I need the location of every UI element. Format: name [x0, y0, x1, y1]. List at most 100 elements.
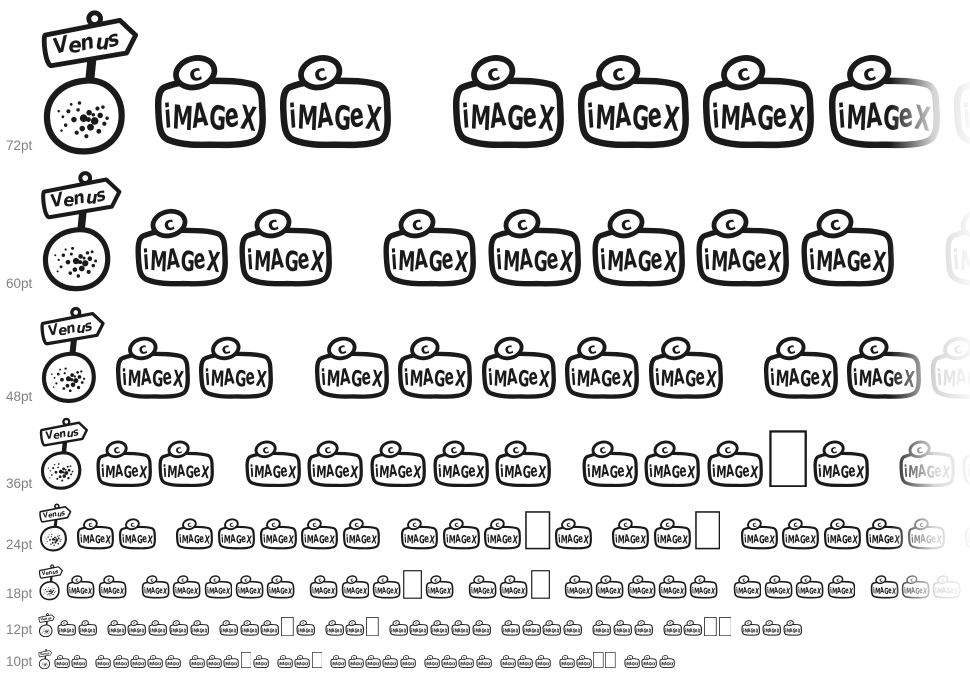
- svg-text:iMAGeX: iMAGeX: [785, 532, 818, 546]
- copyright-mark-icon: c: [600, 575, 612, 585]
- imagex-badge-glyph: iMAGeX c: [217, 518, 255, 550]
- svg-text:iMAGeX: iMAGeX: [711, 461, 760, 482]
- svg-text:c: c: [228, 655, 231, 659]
- copyright-mark-icon: c: [82, 518, 98, 531]
- svg-text:c: c: [76, 655, 79, 659]
- svg-text:c: c: [878, 578, 883, 585]
- svg-text:c: c: [75, 578, 80, 585]
- svg-text:iMAGeX: iMAGeX: [784, 628, 800, 635]
- space-gap: [89, 668, 94, 669]
- copyright-mark-icon: c: [644, 655, 651, 660]
- missing-glyph-box: [366, 616, 379, 636]
- imagex-badge-glyph: iMAGeX c: [694, 208, 790, 287]
- svg-text:c: c: [539, 655, 542, 659]
- imagex-badge-glyph: iMAGeX c: [576, 655, 592, 668]
- imagex-badge-glyph: iMAGeX c: [169, 620, 189, 636]
- svg-text:iMAGeX: iMAGeX: [487, 532, 520, 546]
- imagex-badge-glyph: iMAGeX c: [71, 655, 87, 668]
- copyright-mark-icon: c: [470, 54, 516, 91]
- glyph-run: Venus iMAGeX c: [38, 648, 970, 669]
- svg-text:iMAGeX: iMAGeX: [817, 461, 866, 482]
- svg-text:iMAGeX: iMAGeX: [502, 628, 518, 635]
- size-label: 48pt: [6, 388, 33, 404]
- waterfall-row-10pt: 10pt Venus: [0, 645, 970, 669]
- svg-text:iMAGeX: iMAGeX: [143, 585, 168, 596]
- space-gap: [874, 490, 893, 491]
- missing-glyph-box: [281, 616, 294, 636]
- svg-text:c: c: [747, 621, 750, 625]
- imagex-badge-glyph: iMAGeX c: [294, 655, 311, 668]
- imagex-badge-glyph: iMAGeX c: [964, 518, 970, 550]
- copyright-mark-icon: c: [333, 655, 340, 660]
- imagex-badge-glyph: iMAGeX c: [396, 336, 473, 400]
- svg-text:iMAGeX: iMAGeX: [326, 628, 342, 635]
- svg-text:iMAGeX: iMAGeX: [519, 661, 533, 668]
- svg-text:c: c: [212, 578, 217, 585]
- svg-text:c: c: [527, 621, 530, 625]
- copyright-mark-icon: c: [105, 440, 128, 459]
- svg-text:c: c: [788, 621, 791, 625]
- copyright-mark-icon: c: [127, 337, 158, 361]
- svg-text:c: c: [503, 341, 515, 359]
- svg-text:c: c: [751, 520, 757, 530]
- imagex-badge-glyph: iMAGeX c: [66, 575, 95, 599]
- copyright-mark-icon: c: [326, 337, 357, 361]
- copyright-mark-icon: c: [150, 655, 157, 660]
- svg-text:c: c: [481, 655, 484, 659]
- copyright-mark-icon: c: [172, 54, 218, 91]
- svg-text:iMAGeX: iMAGeX: [594, 628, 610, 635]
- svg-text:iMAGeX: iMAGeX: [190, 661, 204, 668]
- glyph-run: Venus iMAGeX c: [38, 503, 970, 552]
- copyright-mark-icon: c: [545, 620, 554, 627]
- copyright-mark-icon: c: [831, 575, 843, 585]
- copyright-mark-icon: c: [660, 337, 691, 361]
- venus-planet-glyph: Venus: [38, 612, 55, 637]
- svg-text:iMAGeX: iMAGeX: [636, 628, 652, 635]
- svg-text:iMAGeX: iMAGeX: [374, 585, 399, 596]
- imagex-badge-glyph: iMAGeX c: [483, 518, 522, 550]
- imagex-badge-glyph: iMAGeX c: [78, 620, 97, 636]
- svg-text:iMAGeX: iMAGeX: [425, 661, 439, 668]
- copyright-mark-icon: c: [765, 620, 773, 627]
- svg-text:c: c: [117, 655, 120, 659]
- missing-glyph-box: [525, 511, 551, 550]
- svg-text:c: c: [548, 621, 551, 625]
- svg-text:iMAGeX: iMAGeX: [523, 628, 539, 635]
- space-gap: [948, 551, 960, 552]
- svg-text:iMAGeX: iMAGeX: [660, 661, 674, 668]
- svg-text:c: c: [175, 621, 178, 625]
- svg-text:iMAGeX: iMAGeX: [536, 661, 550, 668]
- imagex-badge-glyph: iMAGeX c: [689, 575, 718, 599]
- copyright-mark-icon: c: [561, 655, 568, 660]
- copyright-mark-icon: c: [103, 575, 115, 585]
- space-gap: [211, 636, 217, 637]
- svg-text:iMAGeX: iMAGeX: [374, 461, 423, 482]
- waterfall-row-18pt: 18pt Venus: [0, 560, 970, 601]
- svg-text:c: c: [106, 578, 111, 585]
- missing-glyph-box: [718, 616, 732, 636]
- svg-text:c: c: [428, 655, 431, 659]
- imagex-badge-glyph: iMAGeX c: [741, 620, 760, 636]
- copyright-mark-icon: c: [694, 575, 706, 585]
- svg-text:iMAGeX: iMAGeX: [903, 585, 928, 596]
- space-gap: [493, 636, 499, 637]
- font-size-waterfall: 72pt Venus: [0, 2, 970, 669]
- imagex-badge-glyph: iMAGeX c: [762, 336, 839, 400]
- copyright-mark-icon: c: [504, 620, 512, 627]
- space-gap: [297, 600, 306, 601]
- imagex-badge-glyph: iMAGeX c: [517, 655, 534, 668]
- copyright-mark-icon: c: [800, 575, 812, 585]
- imagex-badge-glyph: iMAGeX c: [575, 54, 690, 149]
- svg-text:c: c: [186, 60, 204, 87]
- svg-text:c: c: [266, 621, 269, 625]
- imagex-badge-glyph: iMAGeX c: [476, 655, 492, 668]
- svg-text:c: c: [318, 578, 323, 585]
- copyright-mark-icon: c: [577, 337, 607, 361]
- space-gap: [402, 154, 439, 155]
- imagex-badge-glyph: iMAGeX c: [823, 518, 862, 550]
- svg-text:c: c: [508, 578, 513, 585]
- imagex-badge-glyph: iMAGeX c: [762, 620, 781, 636]
- svg-text:c: c: [670, 341, 682, 359]
- imagex-badge-glyph: iMAGeX c: [764, 575, 793, 599]
- copyright-mark-icon: c: [942, 337, 970, 361]
